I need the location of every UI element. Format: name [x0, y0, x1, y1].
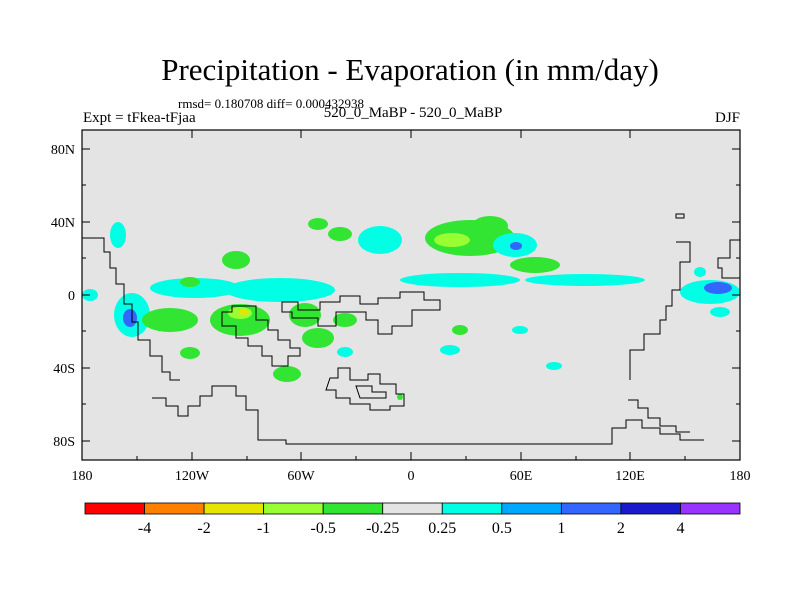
colorbar-label: -1 — [257, 520, 270, 537]
lat-axis — [82, 148, 740, 442]
anomaly-region — [289, 303, 321, 327]
lat-tick-label: 0 — [68, 289, 75, 304]
lon-tick-label: 180 — [72, 469, 93, 484]
colorbar-swatch — [501, 502, 562, 515]
colorbar-label: 0.25 — [428, 520, 456, 537]
anomaly-region — [333, 313, 357, 327]
anomaly-region — [302, 328, 334, 348]
anomaly-region — [704, 282, 732, 294]
anomaly-region — [397, 394, 403, 400]
anomaly-region — [180, 277, 200, 287]
experiment-label: Expt = tFkea-tFjaa — [83, 110, 196, 126]
anomaly-region — [222, 251, 250, 269]
anomaly-region — [337, 347, 353, 357]
stats-label: rmsd= 0.180708 diff= 0.000432938 — [178, 96, 364, 111]
anomaly-region — [452, 325, 468, 335]
anomaly-region — [273, 366, 301, 382]
colorbar-label: 0.5 — [492, 520, 512, 537]
anomaly-region — [142, 308, 198, 332]
anomaly-region — [694, 267, 706, 277]
map-title: Precipitation - Evaporation (in mm/day) — [161, 52, 659, 87]
lon-tick-label: 120E — [615, 469, 645, 484]
lon-tick-label: 0 — [408, 469, 415, 484]
lat-tick-label: 80S — [53, 435, 75, 450]
colorbar-swatch — [203, 502, 265, 515]
anomaly-region — [546, 362, 562, 370]
case-label: 520_0_MaBP - 520_0_MaBP — [323, 105, 503, 121]
anomaly-region — [239, 309, 249, 315]
colorbar-swatch — [680, 502, 741, 515]
anomaly-region — [472, 216, 508, 236]
colorbar-label: 4 — [676, 520, 684, 537]
anomaly-region — [710, 307, 730, 317]
lon-tick-label: 60W — [287, 469, 315, 484]
lon-axis — [136, 130, 686, 460]
coastlines — [82, 213, 740, 445]
anomaly-region — [440, 345, 460, 355]
colorbar-swatch — [263, 502, 324, 515]
anomaly-region — [123, 309, 137, 327]
anomaly-region — [512, 326, 528, 334]
colorbar-swatch — [144, 502, 205, 515]
lat-tick-label: 40N — [51, 216, 75, 231]
colorbar-label: 2 — [617, 520, 625, 537]
anomaly-region — [358, 226, 402, 254]
colorbar-label: -0.25 — [366, 520, 399, 537]
anomaly-region — [150, 278, 240, 298]
colorbar-swatch — [322, 502, 384, 515]
colorbar: -4 -2 -1 -0.5 -0.25 0.25 0.5 1 2 4 — [84, 502, 741, 537]
anomaly-region — [110, 222, 126, 248]
anomaly-region — [225, 278, 335, 302]
season-label: DJF — [714, 110, 740, 126]
lon-tick-label: 180 — [730, 469, 751, 484]
anomaly-field — [82, 216, 740, 400]
colorbar-label: 1 — [557, 520, 565, 537]
lon-tick-label: 60E — [510, 469, 533, 484]
anomaly-region — [510, 242, 522, 250]
anomaly-region — [525, 274, 645, 286]
anomaly-region — [328, 227, 352, 241]
colorbar-label: -2 — [197, 520, 210, 537]
anomaly-region — [510, 257, 560, 273]
anomaly-region — [180, 347, 200, 359]
lat-tick-label: 80N — [51, 143, 75, 158]
lon-tick-label: 120W — [175, 469, 210, 484]
anomaly-region — [308, 218, 328, 230]
lat-tick-label: 40S — [53, 362, 75, 377]
colorbar-swatch — [84, 502, 145, 515]
colorbar-swatch — [382, 502, 443, 515]
colorbar-swatch — [560, 502, 622, 515]
anomaly-region — [400, 273, 520, 287]
anomaly-region — [434, 233, 470, 247]
colorbar-label: -4 — [138, 520, 151, 537]
colorbar-label: -0.5 — [311, 520, 336, 537]
colorbar-swatch — [441, 502, 503, 515]
colorbar-swatch — [620, 502, 681, 515]
